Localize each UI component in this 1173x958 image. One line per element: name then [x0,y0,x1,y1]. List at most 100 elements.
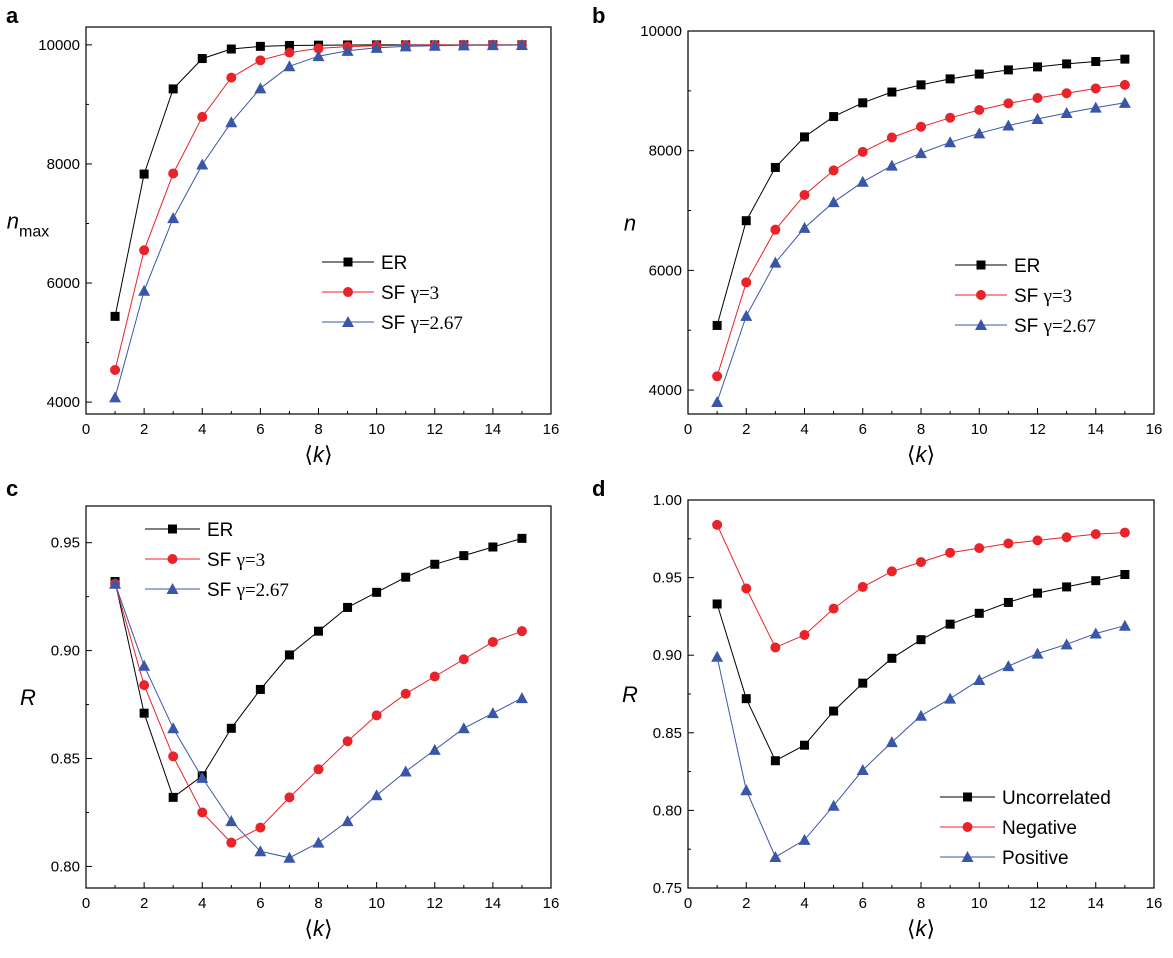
x-tick-label: 2 [742,895,750,912]
x-tick-label: 10 [971,421,988,438]
legend-marker [962,822,973,832]
data-point [430,559,440,569]
data-point [916,80,926,90]
legend-entry: ER [145,520,233,541]
data-point [370,789,383,801]
data-point [1119,79,1130,90]
series-sf-2-67 [109,577,528,863]
data-point [196,771,209,783]
data-point [1003,538,1014,549]
data-point [459,551,469,561]
y-tick-label: 8000 [649,143,682,160]
chart-panel-b: b 0 2 4 6 8 10 12 14 16 4000 6000 8000 10000 ⟨k⟩ n ER SF … [592,3,1162,467]
y-tick-label: 0.90 [653,647,682,664]
legend-marker [976,290,986,300]
data-point [711,396,724,408]
x-tick-label: 12 [1029,895,1046,912]
y-tick-label: 0.95 [51,535,80,552]
y-tick-label: 0.85 [653,725,682,742]
data-point [740,309,753,321]
series-er [110,40,527,321]
legend-label: ER [207,520,233,541]
data-point [915,709,927,721]
legend-entry: Positive [940,848,1069,869]
x-tick-label: 14 [485,421,502,438]
panel-letter: a [6,3,19,28]
data-point [515,39,528,51]
data-point [197,54,207,64]
data-point [798,221,811,233]
data-point [341,815,354,827]
y-tick-label: 8000 [47,156,80,173]
data-point [1091,57,1101,67]
x-tick-label: 6 [859,895,867,912]
legend-marker [166,583,179,594]
data-point [945,112,956,123]
y-tick-label: 0.95 [653,570,682,587]
x-tick-label: 4 [198,895,206,912]
data-point [712,371,723,382]
data-point [885,159,898,171]
x-tick-label: 4 [800,895,808,912]
legend-marker [343,257,353,267]
data-point [1033,588,1042,598]
data-point [1002,660,1015,672]
data-point [343,602,353,612]
x-tick-label: 12 [1029,421,1046,438]
data-point [856,764,869,776]
data-point [139,680,150,691]
data-point [770,162,780,172]
x-tick-label: 0 [684,421,692,438]
data-point [916,557,926,568]
data-point [109,391,122,403]
data-point [1089,627,1102,639]
data-point [827,799,840,811]
x-axis-title: ⟨k⟩ [304,442,332,467]
data-point [1090,83,1101,94]
data-point [488,542,498,552]
data-point [770,224,781,235]
data-point [138,659,151,671]
data-point [283,60,296,72]
data-point [342,736,353,747]
legend-label: SF γ=2.67 [207,580,289,601]
data-point [487,636,498,647]
data-point [457,39,470,51]
data-point [1062,59,1072,69]
x-tick-label: 6 [859,421,867,438]
data-point [858,98,868,108]
x-tick-label: 14 [485,895,502,912]
series-er [712,54,1130,330]
data-point [712,599,722,609]
legend-entry: SF γ=2.67 [322,313,463,334]
data-point [515,692,528,704]
x-tick-label: 8 [917,895,925,912]
data-point [945,619,955,629]
data-point [1120,54,1130,64]
y-tick-label: 0.85 [51,751,80,768]
data-point [226,44,236,54]
legend-entry: ER [322,253,407,274]
x-tick-label: 16 [543,895,560,912]
data-point [167,212,180,224]
data-point [973,127,986,139]
x-tick-label: 14 [1087,895,1104,912]
legend-marker [976,260,986,270]
data-point [1090,529,1101,540]
x-tick-label: 10 [368,421,385,438]
data-point [168,84,178,94]
chart-panel-c: c 0 2 4 6 8 10 12 14 16 0.80 0.85 0.90 0.95 ⟨k⟩ R ER SF γ… [6,476,559,941]
data-point [1061,532,1072,543]
data-point [1060,106,1073,118]
data-point [197,111,208,122]
x-tick-label: 12 [426,895,443,912]
data-point [1089,101,1102,113]
panel-letter: c [6,476,18,501]
data-point [517,533,527,543]
legend-label: SF γ=3 [1014,286,1072,307]
data-point [1002,119,1015,131]
data-point [428,743,441,755]
data-point [741,583,752,594]
data-point [226,837,237,848]
data-point [110,364,121,375]
